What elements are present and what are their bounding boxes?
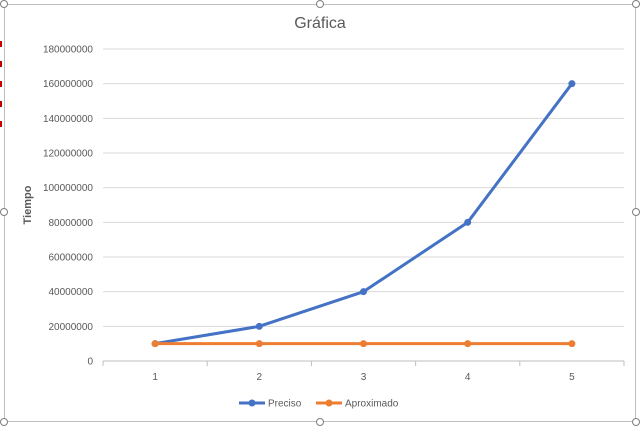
- y-axis-title: Tiempo: [22, 185, 34, 224]
- y-tick-label: 40000000: [49, 287, 94, 298]
- data-point-aproximado: [568, 340, 576, 348]
- y-tick-label: 160000000: [43, 79, 93, 90]
- y-tick-label: 80000000: [49, 218, 94, 229]
- y-tick-label: 60000000: [49, 253, 94, 264]
- resize-handle-top-right[interactable]: [632, 0, 640, 8]
- x-tick-label: 1: [152, 372, 158, 383]
- resize-handle-top-left[interactable]: [0, 0, 8, 8]
- data-point-aproximado: [255, 340, 263, 348]
- chart-title: Gráfica: [294, 15, 346, 32]
- x-tick-label: 4: [465, 372, 471, 383]
- y-tick-label: 180000000: [43, 45, 93, 56]
- resize-handle-top-middle[interactable]: [316, 0, 324, 8]
- resize-handle-middle-right[interactable]: [632, 208, 640, 216]
- legend-marker-preciso: [248, 399, 256, 407]
- series-line-preciso: [153, 82, 574, 346]
- data-point-preciso: [255, 322, 263, 330]
- legend-marker-aproximado: [325, 399, 333, 407]
- series-lines: [151, 80, 576, 348]
- legend-label-aproximado: Aproximado: [345, 399, 399, 410]
- gridlines: [102, 48, 625, 366]
- left-edge-marks: [0, 0, 3, 426]
- x-axis-tick-labels: 1 2 3 4 5: [152, 372, 575, 383]
- data-point-preciso: [568, 80, 576, 88]
- y-tick-label: 100000000: [43, 183, 93, 194]
- data-point-aproximado: [360, 340, 367, 348]
- y-tick-label: 120000000: [43, 149, 93, 160]
- data-point-preciso: [464, 218, 472, 226]
- legend-label-preciso: Preciso: [268, 399, 302, 410]
- resize-handle-middle-left[interactable]: [0, 208, 8, 216]
- legend[interactable]: Preciso Aproximado: [239, 399, 399, 410]
- data-point-aproximado: [151, 340, 159, 348]
- data-point-preciso: [360, 288, 367, 296]
- x-tick-label: 5: [569, 372, 575, 383]
- y-tick-label: 140000000: [43, 114, 93, 125]
- x-tick-label: 3: [361, 372, 367, 383]
- data-point-aproximado: [464, 340, 472, 348]
- y-axis-tick-labels: 0 20000000 40000000 60000000 80000000 1000000…: [43, 45, 94, 368]
- y-tick-label: 20000000: [49, 322, 94, 333]
- y-tick-label: 0: [87, 357, 93, 368]
- x-tick-label: 2: [257, 372, 263, 383]
